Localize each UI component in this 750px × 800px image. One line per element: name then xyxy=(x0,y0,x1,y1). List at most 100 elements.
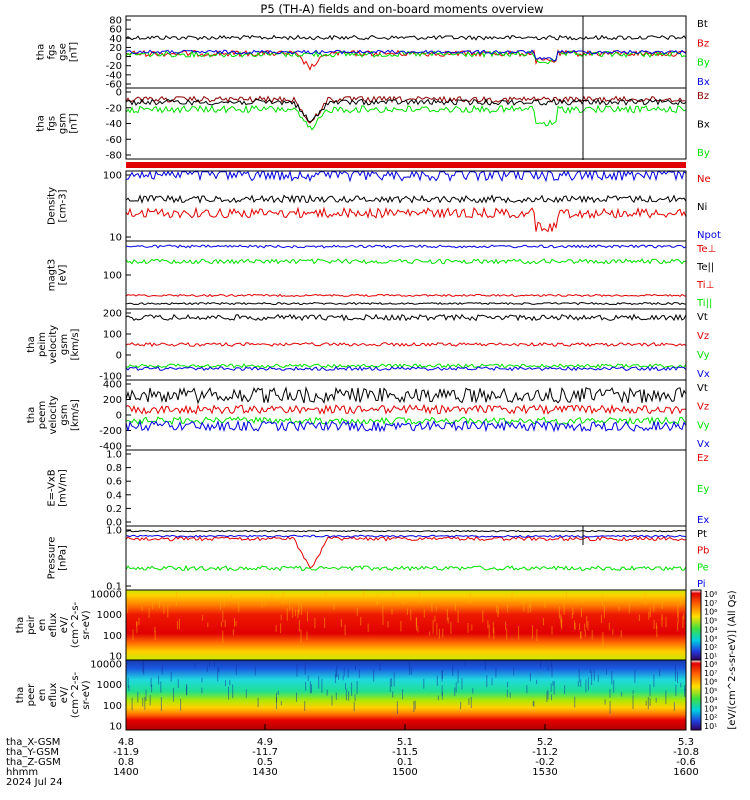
spectrogram-texture xyxy=(438,628,440,639)
spectrogram-texture xyxy=(648,611,650,620)
spectrogram-texture xyxy=(234,618,235,628)
legend-item: Vz xyxy=(697,402,709,413)
spectrogram-texture xyxy=(591,671,593,686)
spectrogram-texture xyxy=(402,598,404,605)
spectrogram-texture xyxy=(675,684,677,696)
spectrogram-texture xyxy=(305,681,307,691)
spectrogram-texture xyxy=(547,689,549,700)
series-line-peim_velocity-1 xyxy=(125,341,687,348)
ylabel-line: peem xyxy=(37,401,48,429)
spectrogram-texture xyxy=(144,696,146,710)
ylabel-line: gsm xyxy=(58,113,69,134)
spectrogram-texture xyxy=(382,604,384,617)
spectrogram-texture xyxy=(261,600,263,608)
spectrogram-texture xyxy=(218,667,220,673)
colorbar-label: 10⁸ xyxy=(704,590,717,599)
spectrogram-texture xyxy=(544,598,546,608)
spectrogram-texture xyxy=(585,679,587,693)
spectrogram-texture xyxy=(659,669,661,677)
spectrogram-texture xyxy=(609,700,611,714)
spectrogram-texture xyxy=(468,698,470,705)
spectrogram-texture xyxy=(654,598,656,604)
ylabel-line: fgs xyxy=(47,44,58,59)
ylabel-line: peer xyxy=(26,683,37,707)
spectrogram-texture xyxy=(436,623,438,636)
spectrogram-texture xyxy=(143,660,145,675)
spectrogram-texture xyxy=(154,630,156,641)
tick-label: 100 xyxy=(103,271,122,282)
spectrogram-texture xyxy=(644,592,646,606)
spectrogram-texture xyxy=(410,609,412,621)
spectrogram-texture xyxy=(560,614,562,624)
ylabel-line: tha xyxy=(26,336,37,352)
axis-row-label: tha_Y-GSM xyxy=(6,747,59,758)
panel-frame xyxy=(125,87,687,160)
spectrogram-texture xyxy=(220,597,221,611)
spectrogram-texture xyxy=(457,669,459,684)
spectrogram-texture xyxy=(376,599,378,605)
spectrogram xyxy=(126,660,686,730)
series-line-fgs_gsm-1 xyxy=(125,98,687,123)
spectrogram-texture xyxy=(506,628,508,640)
spectrogram-texture xyxy=(148,608,150,618)
spectrogram-texture xyxy=(321,679,323,693)
legend-item: Ti⊥ xyxy=(696,280,714,291)
spectrogram-texture xyxy=(128,685,130,692)
ylabel-line: tha xyxy=(26,407,37,423)
legend-item: Pe xyxy=(697,562,709,573)
panel-frame xyxy=(125,449,687,527)
spectrogram-texture xyxy=(454,687,456,697)
spectrogram-texture xyxy=(536,628,538,642)
axis-value: 0.5 xyxy=(257,757,273,768)
spectrogram-texture xyxy=(584,623,586,631)
spectrogram-texture xyxy=(176,591,178,606)
tick-label: 0.2 xyxy=(106,504,122,515)
spectrogram-texture xyxy=(131,697,133,711)
spectrogram-texture xyxy=(653,619,655,630)
spectrogram-texture xyxy=(178,618,180,630)
spectrogram-texture xyxy=(606,669,607,675)
colorbar-label: 10¹ xyxy=(704,722,717,731)
legend-item: Vz xyxy=(697,331,709,342)
ylabel-line: eflux xyxy=(48,613,59,638)
spectrogram-texture xyxy=(161,664,163,675)
spectrogram-texture xyxy=(150,677,152,687)
spectrogram-texture xyxy=(529,672,531,682)
spectrogram-texture xyxy=(348,691,350,701)
tick-label: 100 xyxy=(103,171,122,182)
legend-item: By xyxy=(697,148,710,159)
spectrogram-texture xyxy=(431,602,433,612)
spectrogram-texture xyxy=(167,604,169,618)
spectrogram-texture xyxy=(142,697,144,707)
spectrogram-texture xyxy=(127,677,129,689)
spectrogram-texture xyxy=(682,616,684,628)
spectrogram-texture xyxy=(159,599,160,609)
series-line-peem_velocity-0 xyxy=(125,386,687,405)
spectrogram-texture xyxy=(505,621,507,630)
spectrogram-texture xyxy=(684,685,686,691)
spectrogram-texture xyxy=(649,684,651,697)
spectrogram-texture xyxy=(661,617,663,627)
spectrogram-texture xyxy=(571,613,573,619)
spectrogram-texture xyxy=(507,604,509,613)
tick-label: -100 xyxy=(99,372,122,383)
spectrogram-texture xyxy=(201,677,203,683)
spectrogram-texture xyxy=(574,696,576,708)
spectrogram-texture xyxy=(382,616,384,625)
panel-peir_eflux: tha peir en eflux eV/(cm^2-s-sr-eV) 10000 1000… xyxy=(15,589,687,663)
ylabel-line: eV/ xyxy=(59,686,70,703)
spectrogram-texture xyxy=(331,695,333,706)
spectrogram-texture xyxy=(436,675,438,686)
spectrogram-texture xyxy=(587,621,589,631)
spectrogram-texture xyxy=(457,609,459,623)
legend-item: Ti|| xyxy=(696,298,712,309)
ylabel-line: sr-eV) xyxy=(81,610,92,639)
tick-label: -80 xyxy=(106,151,122,162)
spectrogram-texture xyxy=(347,668,349,678)
series-line-fgs_gse-2 xyxy=(125,49,687,65)
axis-value: 1500 xyxy=(392,767,417,778)
spectrogram-texture xyxy=(484,660,486,671)
tick-label: -20 xyxy=(106,61,122,72)
tick-label: 10 xyxy=(109,652,122,663)
panel-efield: E=-VxB [mV/m] 1.0 0.8 0.6 0.4 0.2 0.0 Ez Ey Ex xyxy=(47,449,709,529)
